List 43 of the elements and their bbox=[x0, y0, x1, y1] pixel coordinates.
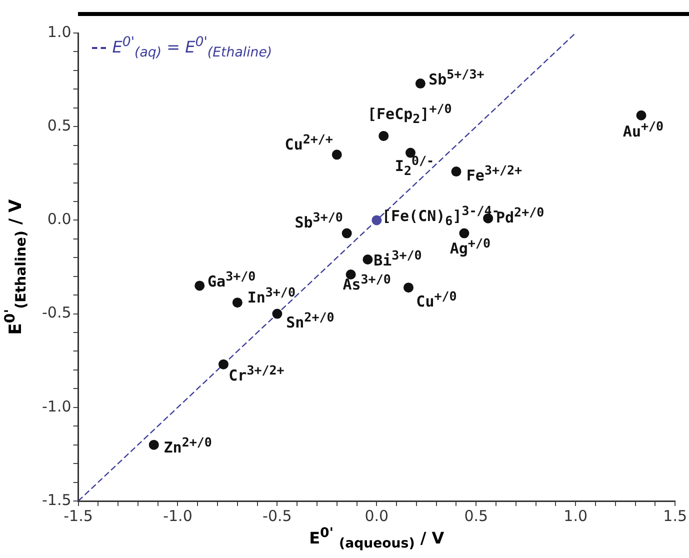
x-tick-label: 1.5 bbox=[663, 506, 687, 525]
annotation: Sn$^{2+/0}$ bbox=[286, 309, 334, 332]
x-tick-label: 1.0 bbox=[564, 506, 588, 525]
point bbox=[218, 359, 228, 370]
point bbox=[378, 130, 389, 141]
point bbox=[404, 282, 414, 293]
y-tick-label: -1.5 bbox=[42, 490, 72, 509]
point bbox=[459, 228, 470, 238]
point bbox=[332, 150, 342, 160]
x-tick-label: -1.0 bbox=[163, 506, 192, 525]
annotation: Fe$^{3+/2+}$ bbox=[466, 162, 522, 184]
annotation: Sb$^{5+/3+}$ bbox=[428, 66, 484, 88]
point bbox=[415, 78, 426, 89]
annotation: Cu$^{2+/+}$ bbox=[284, 131, 333, 154]
x-axis-title: E$^{0'}$ $_{(aqueous)}$ / V bbox=[309, 526, 444, 552]
point bbox=[342, 228, 352, 238]
point bbox=[636, 110, 646, 120]
y-tick-label: 0.0 bbox=[47, 210, 72, 228]
point bbox=[148, 440, 159, 450]
annotation: Au$^{+/0}$ bbox=[622, 118, 664, 141]
annotation: Cu$^{+/0}$ bbox=[416, 288, 457, 310]
annotation: Ag$^{+/0}$ bbox=[450, 236, 491, 258]
point bbox=[194, 280, 205, 291]
x-tick-label: -1.5 bbox=[64, 506, 93, 525]
y-tick-label: 0.5 bbox=[47, 116, 72, 134]
y-tick-label: -0.5 bbox=[42, 304, 72, 322]
point bbox=[362, 254, 373, 265]
point bbox=[232, 298, 242, 308]
point bbox=[451, 166, 462, 177]
point bbox=[372, 215, 382, 226]
point bbox=[346, 269, 356, 280]
x-tick-label: 0.0 bbox=[364, 506, 389, 525]
annotation: Sb$^{3+/0}$ bbox=[294, 210, 343, 232]
annotation: Zn$^{2+/0}$ bbox=[164, 434, 212, 456]
x-tick-label: 0.5 bbox=[464, 506, 488, 525]
y-tick-label: -1.0 bbox=[42, 397, 72, 416]
annotation: [FeCp$_{2}$]$^{+/0}$ bbox=[367, 100, 452, 126]
y-tick-label: 1.0 bbox=[47, 22, 72, 41]
x-tick-label: -0.5 bbox=[262, 506, 292, 525]
annotation: As$^{3+/0}$ bbox=[342, 272, 391, 294]
annotation: Cr$^{3+/2+}$ bbox=[228, 362, 284, 385]
point bbox=[272, 308, 282, 319]
annotation: Bi$^{3+/0}$ bbox=[374, 247, 422, 269]
